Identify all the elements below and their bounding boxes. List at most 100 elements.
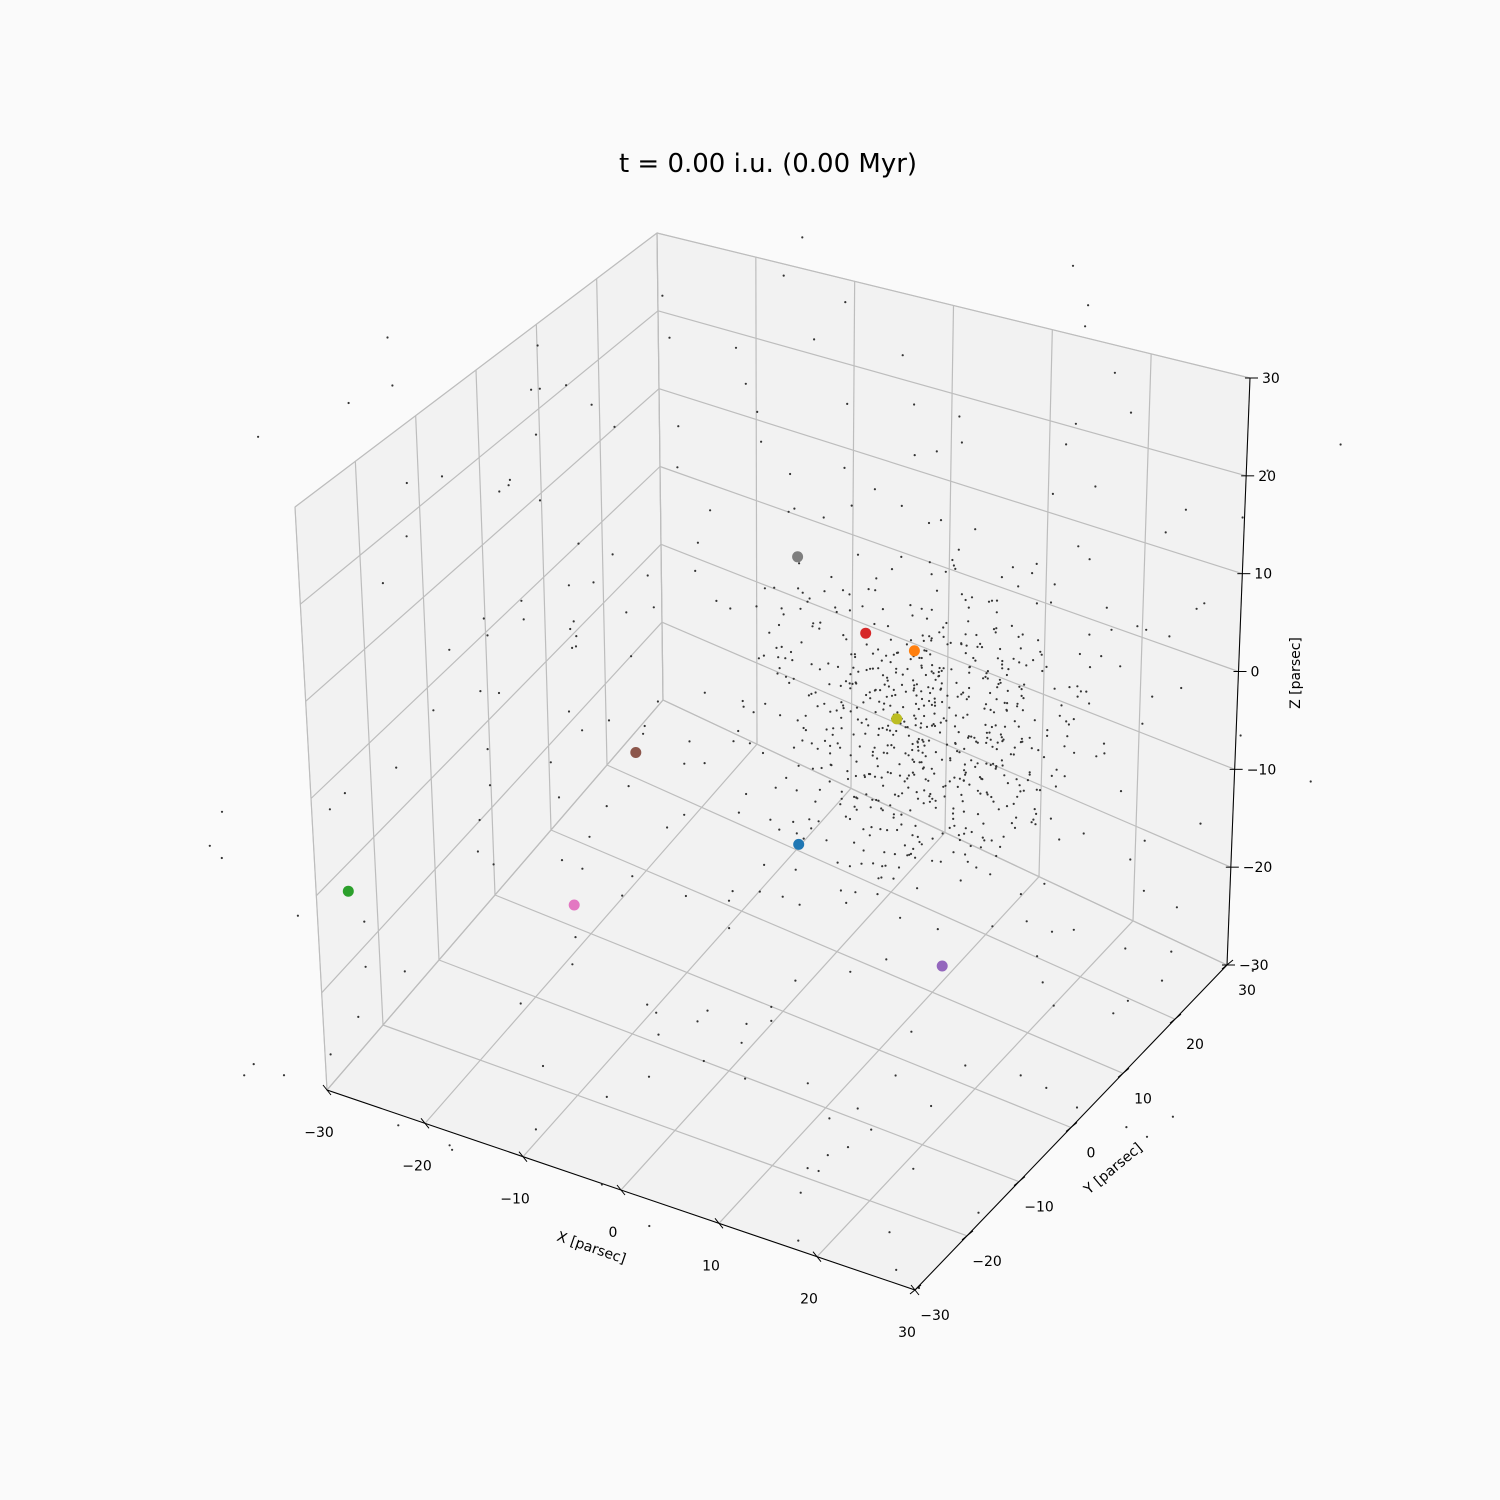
field-star [967,695,970,698]
field-star [970,759,973,762]
field-star [942,667,945,670]
field-star [842,704,845,707]
field-star [811,767,815,770]
field-star [605,1095,608,1098]
field-star [931,664,934,667]
field-star [1074,422,1077,425]
field-star [797,764,800,767]
field-star [979,792,982,795]
field-star [928,795,931,798]
field-star [964,827,967,830]
field-star [1016,705,1019,708]
field-star [1033,808,1036,811]
field-star [1063,745,1066,748]
field-star [492,863,495,866]
field-star [898,763,901,766]
field-star [1022,789,1025,792]
field-star [1006,689,1009,693]
field-star [752,711,755,714]
field-star [848,817,852,821]
field-star [1151,695,1154,698]
field-star [886,676,889,679]
field-star [979,642,982,646]
field-star [990,599,994,602]
field-star [773,586,776,589]
field-star [343,792,346,795]
field-star [968,671,971,674]
field-star [1017,635,1020,639]
field-star [1034,823,1037,826]
field-star [961,800,964,803]
field-star [938,631,941,634]
field-star [918,761,921,764]
field-star [930,724,934,727]
field-star [989,708,992,712]
field-star [888,729,892,732]
field-star [960,693,963,696]
field-star [844,680,848,683]
field-star [828,780,831,783]
field-star [432,709,435,712]
field-star [1067,723,1070,726]
field-star [842,634,845,637]
highlighted-star [568,899,580,911]
field-star [954,567,957,571]
field-star [1125,1126,1128,1129]
field-star [957,548,960,551]
field-star [777,623,781,627]
field-star [816,705,819,708]
field-star [1175,906,1178,909]
field-star [887,685,891,688]
field-star [486,634,489,637]
field-star [853,653,857,656]
field-star [998,678,1002,681]
field-star [914,724,917,727]
field-star [958,777,962,780]
field-star [1013,720,1016,723]
field-star [880,876,883,879]
field-star [942,717,945,720]
field-star [729,607,732,610]
field-star [478,818,481,822]
field-star [1050,930,1054,933]
field-star [925,725,929,729]
field-star [748,742,752,745]
field-star [907,734,911,737]
field-star [912,689,915,692]
field-star [1006,782,1010,785]
field-star [942,785,945,788]
field-star [497,691,501,695]
field-star [1119,790,1123,793]
z-tick-label: 10 [1254,567,1272,583]
field-star [646,574,649,577]
z-tick-label: 30 [1262,371,1280,387]
field-star [901,354,904,357]
field-star [761,751,765,755]
y-tick-label: 20 [1186,1037,1204,1053]
field-star [391,384,394,387]
field-star [979,846,983,849]
field-star [666,826,669,829]
field-star [508,478,511,481]
field-star [799,1191,802,1194]
field-star [929,653,932,656]
field-star [1180,686,1183,690]
field-star [793,507,796,510]
field-star [935,589,939,592]
field-star [728,927,731,930]
field-star [851,682,854,686]
field-star [894,1074,897,1077]
field-star [930,1104,933,1108]
field-star [863,774,866,777]
field-star [1195,607,1198,610]
field-star [1035,788,1038,791]
field-star [744,382,747,385]
field-star [796,719,799,722]
field-star [905,643,909,646]
field-star [782,613,785,616]
field-star [989,691,992,695]
field-star [976,762,979,765]
field-star [683,813,686,816]
field-star [1129,411,1133,414]
field-star [850,653,853,656]
